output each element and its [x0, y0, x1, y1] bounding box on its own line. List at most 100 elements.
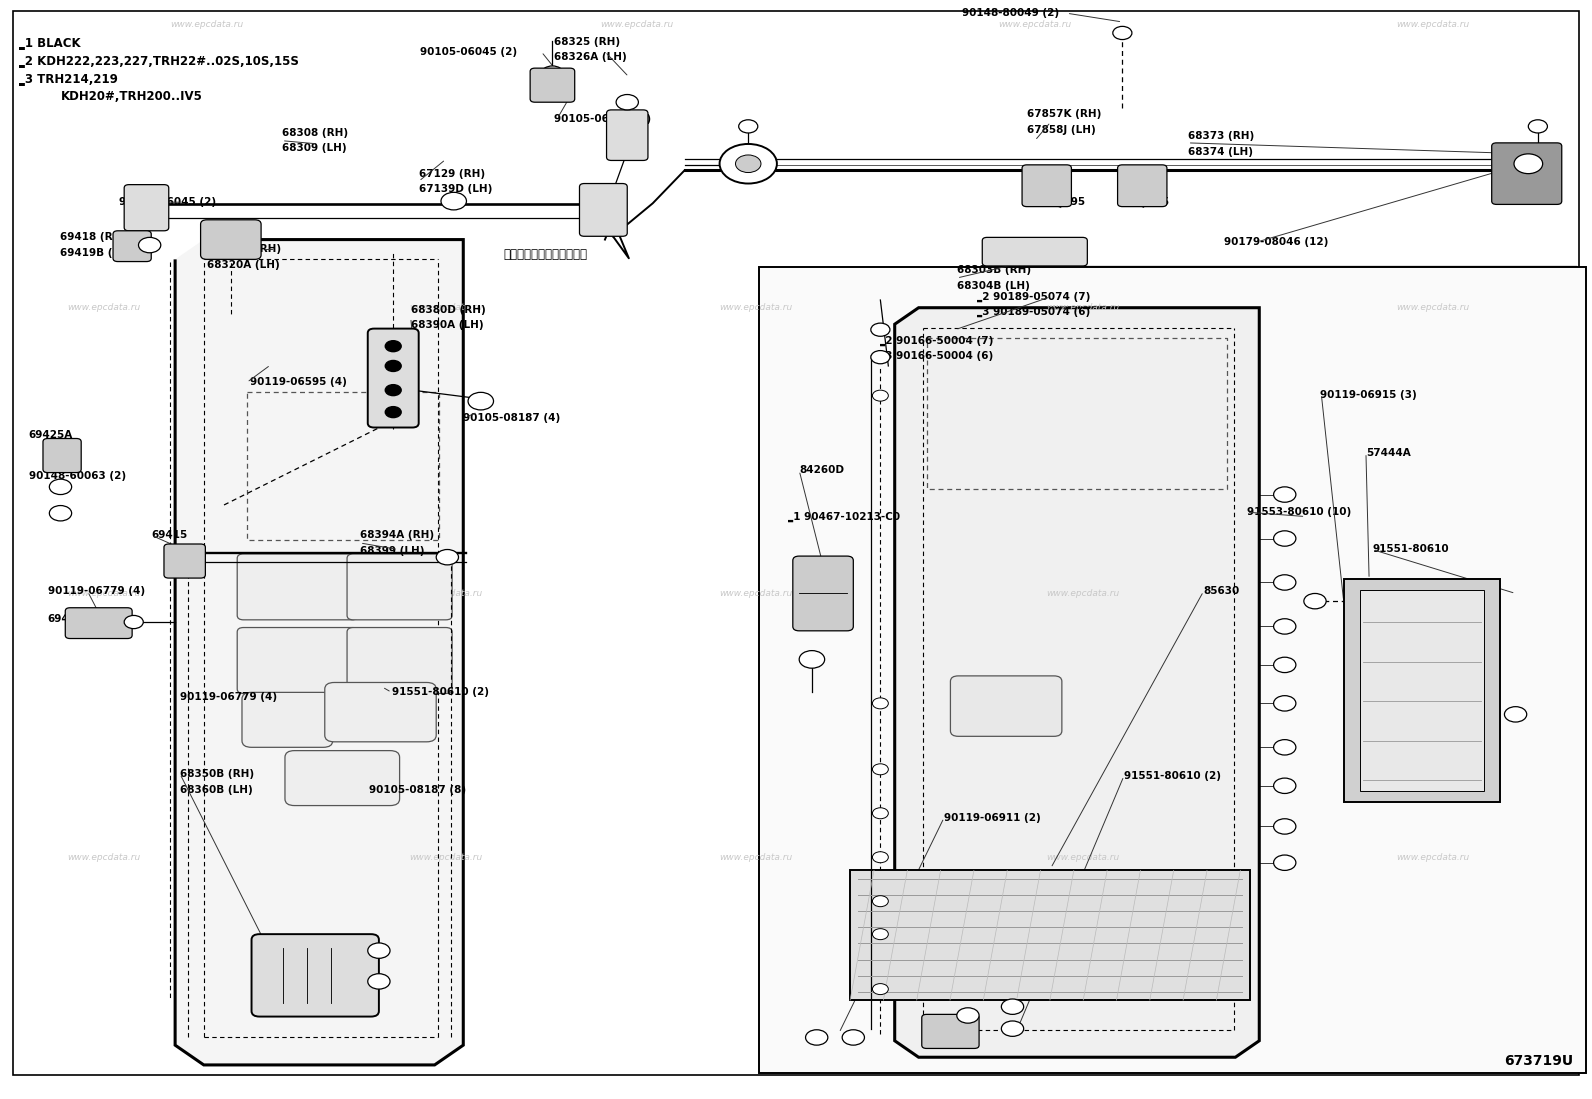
Bar: [1360, 590, 1484, 791]
Circle shape: [872, 808, 888, 819]
FancyBboxPatch shape: [285, 751, 400, 806]
Text: www.epcdata.ru: www.epcdata.ru: [998, 20, 1071, 29]
Text: www.epcdata.ru: www.epcdata.ru: [720, 303, 793, 312]
Text: 90105-06045 (2): 90105-06045 (2): [554, 113, 651, 124]
Text: 68326A (LH): 68326A (LH): [554, 52, 627, 63]
Text: 68360B (LH): 68360B (LH): [180, 785, 253, 796]
Circle shape: [720, 144, 777, 184]
Text: www.epcdata.ru: www.epcdata.ru: [409, 589, 482, 598]
Circle shape: [468, 392, 494, 410]
Bar: [759, 267, 1586, 1073]
Circle shape: [957, 1008, 979, 1023]
Circle shape: [872, 984, 888, 995]
Text: 69425A: 69425A: [29, 430, 73, 441]
FancyBboxPatch shape: [1022, 165, 1071, 207]
FancyBboxPatch shape: [113, 231, 151, 262]
Circle shape: [1274, 855, 1296, 870]
Text: 90105-08187 (4): 90105-08187 (4): [463, 412, 560, 423]
PathPatch shape: [895, 308, 1259, 1057]
Text: 90148-80049 (2): 90148-80049 (2): [962, 8, 1059, 19]
Text: www.epcdata.ru: www.epcdata.ru: [1396, 589, 1469, 598]
Text: 68325 (RH): 68325 (RH): [554, 36, 621, 47]
Text: 68320A (LH): 68320A (LH): [207, 259, 280, 270]
Circle shape: [204, 229, 226, 244]
Circle shape: [385, 341, 401, 352]
Text: 69419B (LH): 69419B (LH): [60, 247, 134, 258]
Circle shape: [1001, 1021, 1024, 1036]
Bar: [1344, 579, 1500, 802]
Text: ‗2 90166-50004 (7): ‗2 90166-50004 (7): [880, 335, 993, 346]
FancyBboxPatch shape: [950, 676, 1062, 736]
Text: 91551-80610 (2): 91551-80610 (2): [392, 687, 489, 698]
Text: 68303B (RH): 68303B (RH): [957, 265, 1032, 276]
Text: ‗2 KDH222,223,227,TRH22#..02S,10S,15S: ‗2 KDH222,223,227,TRH22#..02S,10S,15S: [19, 55, 299, 68]
Text: ‗1 BLACK: ‗1 BLACK: [19, 37, 81, 51]
Circle shape: [872, 764, 888, 775]
Text: 67857K (RH): 67857K (RH): [1027, 109, 1102, 120]
Circle shape: [1274, 657, 1296, 673]
Text: 68399 (LH): 68399 (LH): [360, 545, 425, 556]
Circle shape: [806, 1030, 828, 1045]
Text: www.epcdata.ru: www.epcdata.ru: [1046, 853, 1119, 862]
FancyBboxPatch shape: [237, 554, 358, 620]
Text: www.epcdata.ru: www.epcdata.ru: [720, 589, 793, 598]
FancyBboxPatch shape: [793, 556, 853, 631]
Text: www.epcdata.ru: www.epcdata.ru: [170, 20, 244, 29]
Text: 68399: 68399: [1372, 742, 1409, 753]
Text: 68308 (RH): 68308 (RH): [282, 127, 349, 138]
Text: 673719U: 673719U: [1504, 1054, 1573, 1068]
Text: 90105-06045 (2): 90105-06045 (2): [420, 46, 517, 57]
Bar: [850, 870, 1250, 1000]
Text: 69415: 69415: [151, 530, 188, 541]
Text: ‗1 90467-10213-C0: ‗1 90467-10213-C0: [788, 511, 899, 522]
Circle shape: [49, 506, 72, 521]
Text: 68373 (RH): 68373 (RH): [1188, 131, 1254, 142]
FancyBboxPatch shape: [1118, 165, 1167, 207]
Text: www.epcdata.ru: www.epcdata.ru: [1396, 853, 1469, 862]
Circle shape: [1274, 487, 1296, 502]
Circle shape: [1001, 999, 1024, 1014]
Circle shape: [180, 550, 202, 565]
FancyBboxPatch shape: [579, 184, 627, 236]
Circle shape: [124, 615, 143, 629]
Text: 67139D (LH): 67139D (LH): [419, 184, 492, 195]
Text: 90119-06915 (3): 90119-06915 (3): [1320, 389, 1417, 400]
Circle shape: [842, 1030, 864, 1045]
FancyBboxPatch shape: [368, 329, 419, 428]
Circle shape: [385, 385, 401, 396]
Text: 91551-80610 (2): 91551-80610 (2): [1124, 770, 1221, 781]
Text: 68374 (LH): 68374 (LH): [1188, 146, 1253, 157]
Text: www.epcdata.ru: www.epcdata.ru: [409, 853, 482, 862]
Circle shape: [1274, 531, 1296, 546]
Circle shape: [871, 323, 890, 336]
Text: www.epcdata.ru: www.epcdata.ru: [600, 20, 673, 29]
Circle shape: [385, 407, 401, 418]
Text: ‗3 90166-50004 (6): ‗3 90166-50004 (6): [880, 351, 993, 362]
Text: 有り（パワースライドア）: 有り（パワースライドア）: [503, 248, 587, 262]
Text: 90119-06911 (2): 90119-06911 (2): [944, 812, 1041, 823]
Text: 69416B: 69416B: [48, 613, 92, 624]
Circle shape: [1274, 819, 1296, 834]
Text: 68395: 68395: [1134, 197, 1170, 208]
Circle shape: [385, 360, 401, 371]
FancyBboxPatch shape: [607, 110, 648, 160]
Text: 91553-80610 (10): 91553-80610 (10): [1247, 507, 1350, 518]
FancyBboxPatch shape: [982, 237, 1087, 266]
Circle shape: [1274, 778, 1296, 793]
Text: ‗3 90189-05074 (6): ‗3 90189-05074 (6): [977, 307, 1091, 318]
FancyBboxPatch shape: [164, 544, 205, 578]
Text: 91551-80610: 91551-80610: [1372, 544, 1449, 555]
Text: 67129 (RH): 67129 (RH): [419, 168, 486, 179]
Text: 68310B (RH): 68310B (RH): [207, 244, 282, 255]
Text: www.epcdata.ru: www.epcdata.ru: [1046, 303, 1119, 312]
Text: www.epcdata.ru: www.epcdata.ru: [67, 303, 140, 312]
Text: 90119-06779 (4): 90119-06779 (4): [48, 586, 145, 597]
Circle shape: [799, 651, 825, 668]
Circle shape: [441, 192, 466, 210]
Circle shape: [1274, 740, 1296, 755]
FancyBboxPatch shape: [347, 628, 452, 693]
Text: 90148-60063 (2): 90148-60063 (2): [29, 470, 126, 481]
Text: 90105-06045 (2): 90105-06045 (2): [119, 197, 217, 208]
Circle shape: [1113, 26, 1132, 40]
Circle shape: [872, 390, 888, 401]
